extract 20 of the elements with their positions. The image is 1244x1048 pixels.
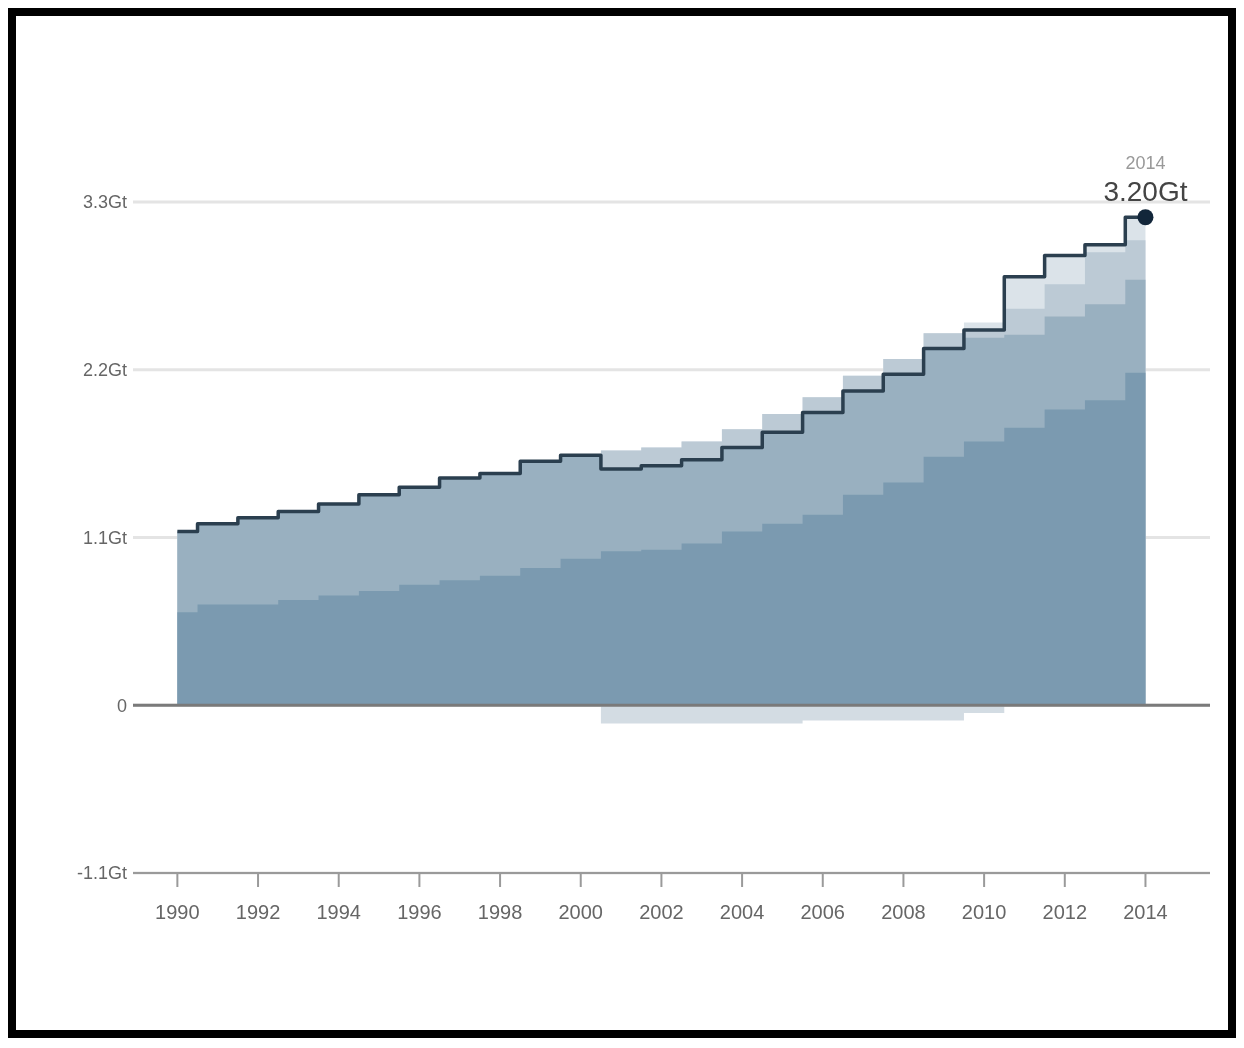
x-tick-label: 2006 [800,901,846,923]
x-tick-label: 2012 [1042,901,1088,923]
x-tick-label: 1998 [477,901,523,923]
x-tick-label: 2002 [639,901,684,923]
x-tick-label: 2000 [558,901,603,923]
x-tick-label: 2010 [961,901,1007,923]
x-tick-label: 2004 [719,901,765,923]
x-tick-label: 2008 [881,901,926,923]
y-tick-label: 2.2Gt [82,360,127,381]
x-tick-label: 2014 [1123,901,1168,923]
y-tick-label: 0 [116,695,127,716]
x-tick-label: 1990 [155,901,200,923]
y-tick-label: 3.3Gt [82,192,127,213]
y-tick-label: -1.1Gt [76,863,127,884]
x-tick-label: 1994 [316,901,361,923]
y-tick-label: 1.1Gt [82,527,127,548]
x-tick-label: 1992 [235,901,281,923]
annotation: 2014 [1125,153,1166,174]
annotation: 3.20Gt [1103,176,1188,208]
x-tick-label: 1996 [397,901,442,923]
